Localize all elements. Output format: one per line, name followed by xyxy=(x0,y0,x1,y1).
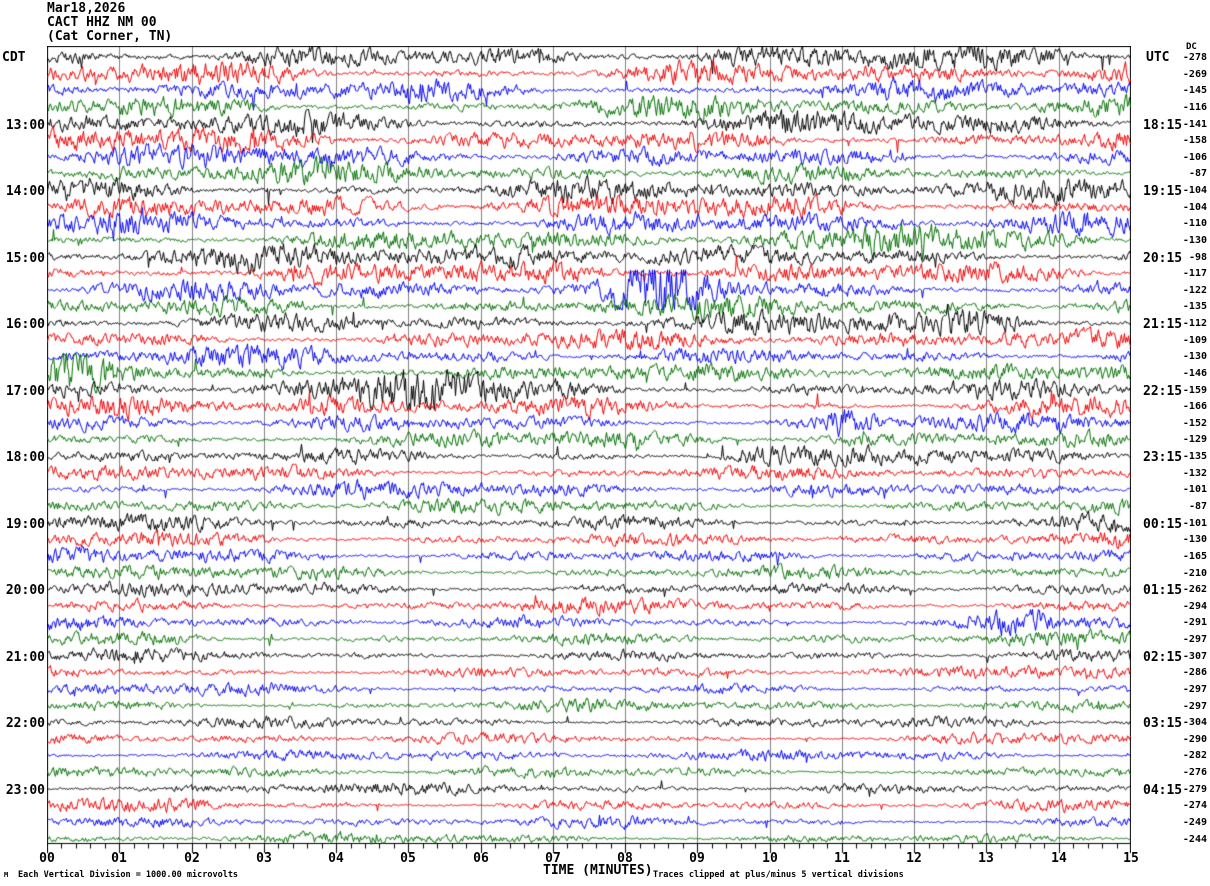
x-tick-label: 10 xyxy=(762,851,778,866)
right-axis-header: UTC xyxy=(1146,50,1170,65)
cdt-time-label: 23:00 xyxy=(5,782,45,798)
dc-offset-value: -146 xyxy=(1182,367,1207,379)
title-date: Mar18,2026 xyxy=(47,1,126,16)
cdt-time-label: 17:00 xyxy=(5,383,45,399)
dc-offset-value: -278 xyxy=(1182,52,1207,63)
dc-offset-value: -130 xyxy=(1182,351,1207,363)
utc-time-label: 20:15 xyxy=(1143,250,1183,266)
dc-offset-value: -286 xyxy=(1182,667,1207,679)
x-tick-label: 12 xyxy=(906,851,922,866)
cdt-time-label: 20:00 xyxy=(5,583,45,599)
dc-offset-value: -244 xyxy=(1182,833,1207,845)
x-tick-label: 09 xyxy=(689,851,705,866)
cdt-time-label: 15:00 xyxy=(5,250,45,266)
footnote-clipping: Traces clipped at plus/minus 5 vertical … xyxy=(653,870,904,880)
dc-offset-value: -87 xyxy=(1188,501,1207,512)
x-tick-label: 05 xyxy=(400,851,416,866)
utc-time-label: 23:15 xyxy=(1143,450,1183,466)
utc-time-label: 02:15 xyxy=(1143,649,1183,665)
cdt-time-label: 13:00 xyxy=(5,117,45,133)
x-tick-label: 03 xyxy=(256,851,272,866)
dc-offset-value: -274 xyxy=(1182,800,1207,812)
dc-offset-value: -297 xyxy=(1182,683,1207,695)
dc-offset-value: -269 xyxy=(1182,68,1207,80)
dc-offset-value: -104 xyxy=(1182,185,1207,197)
dc-offset-value: -282 xyxy=(1182,750,1207,762)
title-station: CACT HHZ NM 00 xyxy=(47,15,157,30)
dc-offset-value: -210 xyxy=(1182,567,1207,579)
dc-offset-value: -141 xyxy=(1182,118,1207,130)
utc-time-label: 03:15 xyxy=(1143,716,1183,732)
dc-offset-value: -262 xyxy=(1182,584,1207,596)
corner-mark: M xyxy=(4,871,9,879)
x-tick-label: 15 xyxy=(1123,851,1139,866)
dc-offset-value: -291 xyxy=(1182,617,1207,629)
title-location: (Cat Corner, TN) xyxy=(47,29,173,44)
dc-offset-value: -130 xyxy=(1182,534,1207,546)
dc-offset-value: -290 xyxy=(1182,733,1207,745)
dc-offset-value: -112 xyxy=(1182,318,1207,330)
dc-offset-value: -130 xyxy=(1182,234,1207,246)
utc-time-label: 00:15 xyxy=(1143,516,1183,532)
dc-offset-value: -159 xyxy=(1182,384,1207,396)
x-tick-label: 08 xyxy=(617,851,633,866)
dc-offset-value: -165 xyxy=(1182,550,1207,562)
dc-offset-value: -297 xyxy=(1182,634,1207,646)
left-axis-header: CDT xyxy=(2,50,26,65)
utc-time-label: 22:15 xyxy=(1143,383,1183,399)
dc-offset-value: -158 xyxy=(1182,135,1207,147)
x-tick-label: 13 xyxy=(978,851,994,866)
x-tick-label: 06 xyxy=(473,851,489,866)
x-axis-title: TIME (MINUTES) xyxy=(543,863,653,878)
dc-offset-value: -116 xyxy=(1182,101,1207,113)
utc-time-label: 19:15 xyxy=(1143,184,1183,200)
dc-offset-value: -129 xyxy=(1182,434,1207,446)
dc-offset-value: -304 xyxy=(1182,717,1207,729)
dc-offset-value: -297 xyxy=(1182,700,1207,712)
dc-offset-value: -145 xyxy=(1182,85,1207,97)
x-tick-label: 01 xyxy=(111,851,127,866)
utc-time-label: 21:15 xyxy=(1143,317,1183,333)
x-tick-label: 02 xyxy=(184,851,200,866)
dc-offset-value: -294 xyxy=(1182,600,1207,612)
dc-offset-value: -109 xyxy=(1182,334,1207,346)
x-tick-label: 14 xyxy=(1051,851,1067,866)
utc-time-label: 18:15 xyxy=(1143,117,1183,133)
cdt-time-label: 14:00 xyxy=(5,184,45,200)
footnote-vertical-division: Each Vertical Division = 1000.00 microvo… xyxy=(18,870,239,880)
dc-offset-value: -135 xyxy=(1182,451,1207,463)
x-tick-label: 11 xyxy=(834,851,850,866)
dc-offset-value: -87 xyxy=(1188,168,1207,180)
cdt-time-label: 16:00 xyxy=(5,317,45,333)
x-tick-label: 07 xyxy=(545,851,561,866)
utc-time-label: 04:15 xyxy=(1143,782,1183,798)
dc-offset-value: -249 xyxy=(1182,816,1207,828)
x-tick-label: 00 xyxy=(39,851,55,866)
dc-offset-value: -276 xyxy=(1182,767,1207,779)
cdt-time-label: 18:00 xyxy=(5,450,45,466)
cdt-time-label: 21:00 xyxy=(5,649,45,665)
cdt-time-label: 19:00 xyxy=(5,516,45,532)
x-tick-label: 04 xyxy=(328,851,344,866)
dc-offset-value: -106 xyxy=(1182,151,1207,163)
dc-offset-value: -307 xyxy=(1182,650,1207,662)
dc-offset-value: -104 xyxy=(1182,201,1207,213)
dc-offset-value: -152 xyxy=(1182,417,1207,429)
dc-offset-value: -101 xyxy=(1182,517,1207,529)
dc-offset-value: -166 xyxy=(1182,401,1207,413)
dc-offset-value: -101 xyxy=(1182,484,1207,496)
utc-time-label: 01:15 xyxy=(1143,583,1183,599)
dc-offset-value: -98 xyxy=(1188,251,1207,263)
dc-offset-value: -135 xyxy=(1182,301,1207,313)
cdt-time-label: 22:00 xyxy=(5,716,45,732)
dc-header: DC xyxy=(1186,42,1197,52)
dc-offset-value: -279 xyxy=(1182,783,1207,795)
seismogram-canvas xyxy=(47,46,1131,862)
dc-offset-value: -122 xyxy=(1182,284,1207,296)
dc-offset-value: -117 xyxy=(1182,268,1207,280)
dc-offset-value: -110 xyxy=(1182,218,1207,230)
dc-offset-value: -132 xyxy=(1182,467,1207,479)
